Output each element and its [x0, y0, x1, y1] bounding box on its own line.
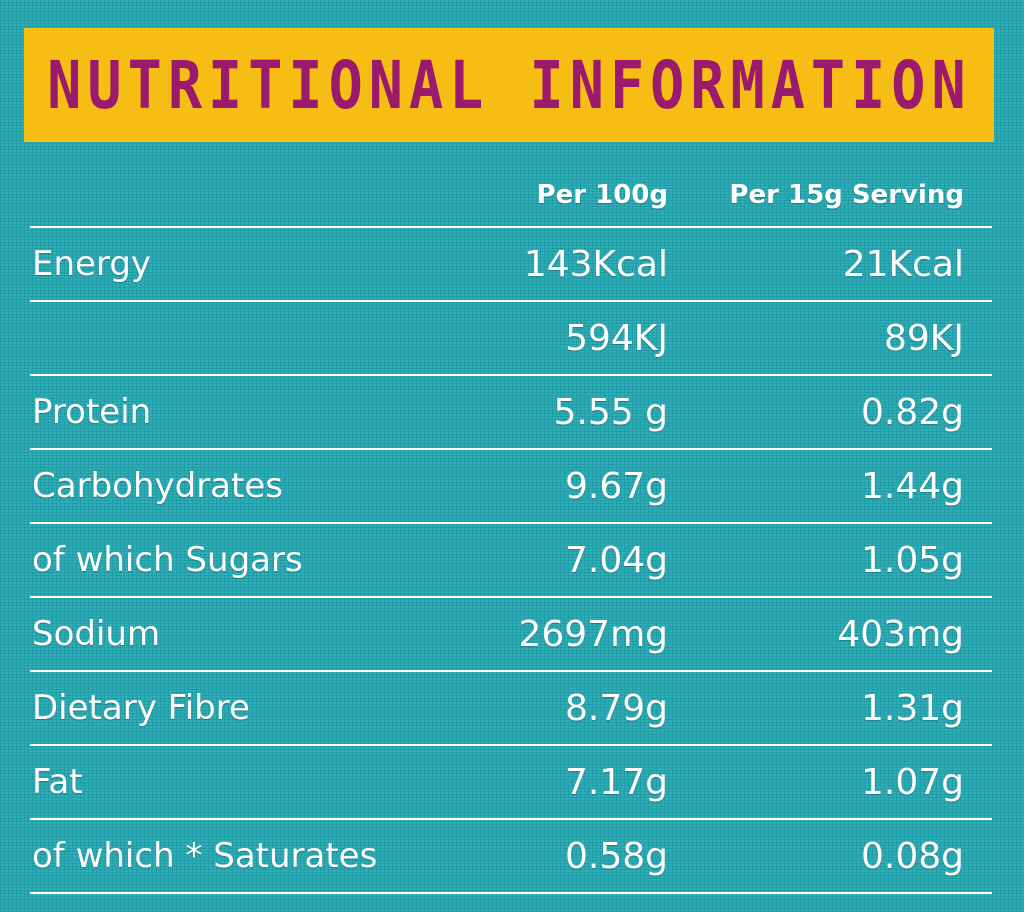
row-per-100g: 8.79g: [564, 687, 668, 729]
row-per-100g: 0.58g: [564, 835, 668, 877]
row-label: Fat: [32, 762, 83, 802]
table-row: Energy 143Kcal 21Kcal: [30, 228, 992, 302]
row-per-serving: 403mg: [837, 613, 964, 655]
title-banner: NUTRITIONAL INFORMATION: [24, 28, 994, 142]
row-per-serving: 1.44g: [860, 465, 964, 507]
row-per-100g: 7.04g: [564, 539, 668, 581]
table-row: Sodium 2697mg 403mg: [30, 598, 992, 672]
table-row: 594KJ 89KJ: [30, 302, 992, 376]
row-per-100g: 7.17g: [564, 761, 668, 803]
table-row: Carbohydrates 9.67g 1.44g: [30, 450, 992, 524]
row-per-100g: 2697mg: [518, 613, 668, 655]
row-label: of which * Saturates: [32, 836, 378, 876]
header-per-serving: Per 15g Serving: [729, 180, 964, 210]
row-label: Carbohydrates: [32, 466, 283, 506]
row-per-100g: 5.55 g: [553, 391, 668, 433]
row-per-100g: 594KJ: [565, 317, 668, 359]
table-row: of which * Saturates 0.58g 0.08g: [30, 820, 992, 894]
row-per-serving: 89KJ: [883, 317, 964, 359]
row-per-100g: 143Kcal: [523, 243, 668, 285]
row-label: Energy: [32, 244, 152, 284]
row-per-serving: 1.07g: [860, 761, 964, 803]
table-row: Protein 5.55 g 0.82g: [30, 376, 992, 450]
row-label: Protein: [32, 392, 152, 432]
nutrition-table: Per 100g Per 15g Serving Energy 143Kcal …: [30, 160, 992, 894]
row-label: Dietary Fibre: [32, 688, 250, 728]
header-per-100g: Per 100g: [536, 180, 668, 210]
row-label: Sodium: [32, 614, 161, 654]
page-title: NUTRITIONAL INFORMATION: [46, 46, 972, 124]
table-row: Fat 7.17g 1.07g: [30, 746, 992, 820]
table-row: Dietary Fibre 8.79g 1.31g: [30, 672, 992, 746]
row-per-serving: 0.08g: [860, 835, 964, 877]
row-per-serving: 0.82g: [860, 391, 964, 433]
table-header-row: Per 100g Per 15g Serving: [30, 160, 992, 228]
table-row: of which Sugars 7.04g 1.05g: [30, 524, 992, 598]
row-label: of which Sugars: [32, 540, 303, 580]
row-per-100g: 9.67g: [564, 465, 668, 507]
row-per-serving: 1.31g: [860, 687, 964, 729]
row-per-serving: 21Kcal: [842, 243, 964, 285]
row-per-serving: 1.05g: [860, 539, 964, 581]
